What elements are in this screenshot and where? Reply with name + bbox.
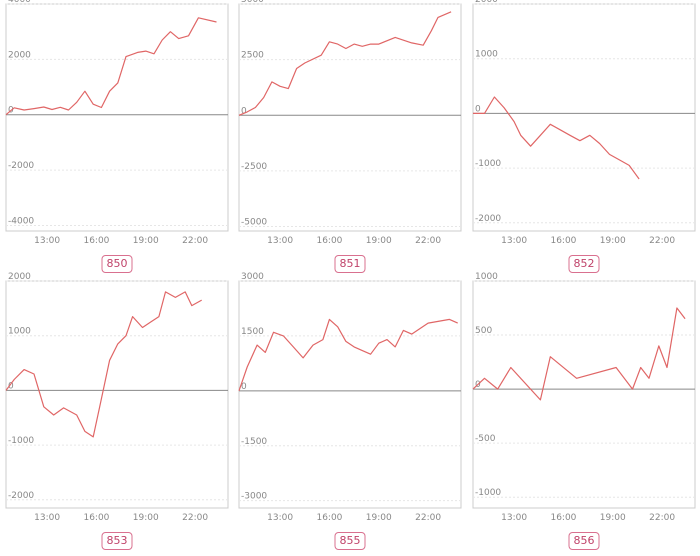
x-tick-label: 13:00 bbox=[34, 236, 60, 246]
plot-frame bbox=[5, 3, 229, 232]
x-tick-label: 19:00 bbox=[133, 513, 159, 523]
plot-frame bbox=[472, 3, 696, 232]
y-tick-label: -1000 bbox=[475, 488, 501, 498]
x-tick-label: 16:00 bbox=[550, 513, 576, 523]
x-tick-label: 13:00 bbox=[267, 236, 293, 246]
y-tick-label: -4000 bbox=[8, 216, 34, 226]
y-tick-label: 1000 bbox=[475, 272, 498, 282]
y-tick-label: 2000 bbox=[8, 272, 31, 282]
x-tick-label: 13:00 bbox=[267, 513, 293, 523]
x-tick-label: 16:00 bbox=[550, 236, 576, 246]
chart-panel-851: 5000 2500 0 -2500 -5000 13:00 16:00 19:00 22:00 8… bbox=[238, 0, 473, 279]
x-tick-label: 19:00 bbox=[600, 236, 626, 246]
x-tick-label: 22:00 bbox=[182, 513, 208, 523]
y-tick-label: -2000 bbox=[8, 161, 34, 171]
y-tick-label: 0 bbox=[241, 106, 247, 116]
y-tick-label: 0 bbox=[475, 104, 481, 114]
chart-label-badge[interactable]: 850 bbox=[101, 255, 133, 273]
x-tick-label: 22:00 bbox=[182, 236, 208, 246]
y-tick-label: 2000 bbox=[475, 0, 498, 5]
y-tick-label: -2000 bbox=[8, 491, 34, 501]
line-chart: 3000 1500 0 -1500 -3000 13:00 16:00 19:00 22:00 bbox=[238, 272, 462, 523]
y-tick-label: -1500 bbox=[241, 437, 267, 447]
chart-panel-852: 2000 1000 0 -1000 -2000 13:00 16:00 19:00 22:00 8… bbox=[472, 0, 700, 279]
x-tick-label: 16:00 bbox=[83, 236, 109, 246]
y-tick-label: -2500 bbox=[241, 162, 267, 172]
series-line bbox=[5, 17, 217, 116]
y-tick-label: 1500 bbox=[241, 327, 264, 337]
x-tick-label: 19:00 bbox=[366, 236, 392, 246]
y-tick-label: 2000 bbox=[8, 50, 31, 60]
chart-panel-855: 3000 1500 0 -1500 -3000 13:00 16:00 19:00 22:00 8… bbox=[238, 272, 473, 556]
chart-panel-856: 1000 500 0 -500 -1000 13:00 16:00 19:00 22:00 856 bbox=[472, 272, 700, 556]
series-line bbox=[238, 318, 458, 391]
x-tick-label: 19:00 bbox=[366, 513, 392, 523]
plot-frame bbox=[472, 280, 696, 509]
x-tick-label: 13:00 bbox=[34, 513, 60, 523]
x-tick-label: 22:00 bbox=[415, 236, 441, 246]
y-tick-label: 500 bbox=[475, 326, 492, 336]
y-tick-label: -1000 bbox=[475, 159, 501, 169]
chart-label-badge[interactable]: 853 bbox=[101, 532, 133, 550]
y-tick-label: -2000 bbox=[475, 214, 501, 224]
x-tick-label: 19:00 bbox=[600, 513, 626, 523]
series-line bbox=[5, 291, 202, 438]
y-tick-label: 4000 bbox=[8, 0, 31, 5]
chart-label-badge[interactable]: 852 bbox=[568, 255, 600, 273]
line-chart: 2000 1000 0 -1000 -2000 13:00 16:00 19:00 22:00 bbox=[5, 272, 229, 523]
y-tick-label: 5000 bbox=[241, 0, 264, 5]
y-tick-label: -500 bbox=[475, 434, 496, 444]
series-line bbox=[473, 96, 640, 180]
x-tick-label: 13:00 bbox=[501, 236, 527, 246]
chart-panel-853: 2000 1000 0 -1000 -2000 13:00 16:00 19:00 22:00 8… bbox=[5, 272, 240, 556]
chart-label-badge[interactable]: 851 bbox=[334, 255, 366, 273]
series-line bbox=[472, 307, 686, 401]
x-tick-label: 19:00 bbox=[133, 236, 159, 246]
chart-panel-850: 4000 2000 0 -2000 -4000 13:00 16:00 19:00 22:00 8… bbox=[5, 0, 240, 279]
x-tick-label: 22:00 bbox=[415, 513, 441, 523]
x-tick-label: 16:00 bbox=[316, 236, 342, 246]
series-line bbox=[238, 11, 452, 116]
y-tick-label: 1000 bbox=[8, 327, 31, 337]
y-tick-label: -1000 bbox=[8, 436, 34, 446]
plot-frame bbox=[238, 3, 462, 232]
y-tick-label: 1000 bbox=[475, 50, 498, 60]
x-tick-label: 13:00 bbox=[501, 513, 527, 523]
plot-frame bbox=[238, 280, 462, 509]
y-tick-label: 0 bbox=[241, 382, 247, 392]
x-tick-label: 22:00 bbox=[649, 513, 675, 523]
x-tick-label: 22:00 bbox=[649, 236, 675, 246]
y-tick-label: -3000 bbox=[241, 492, 267, 502]
y-tick-label: -5000 bbox=[241, 218, 267, 228]
x-tick-label: 16:00 bbox=[316, 513, 342, 523]
y-tick-label: 2500 bbox=[241, 51, 264, 61]
plot-frame bbox=[5, 280, 229, 509]
y-tick-label: 3000 bbox=[241, 272, 264, 282]
y-tick-label: 0 bbox=[8, 381, 14, 391]
chart-label-badge[interactable]: 856 bbox=[568, 532, 600, 550]
line-chart: 2000 1000 0 -1000 -2000 13:00 16:00 19:00 22:00 bbox=[472, 0, 696, 246]
chart-label-badge[interactable]: 855 bbox=[334, 532, 366, 550]
x-tick-label: 16:00 bbox=[83, 513, 109, 523]
